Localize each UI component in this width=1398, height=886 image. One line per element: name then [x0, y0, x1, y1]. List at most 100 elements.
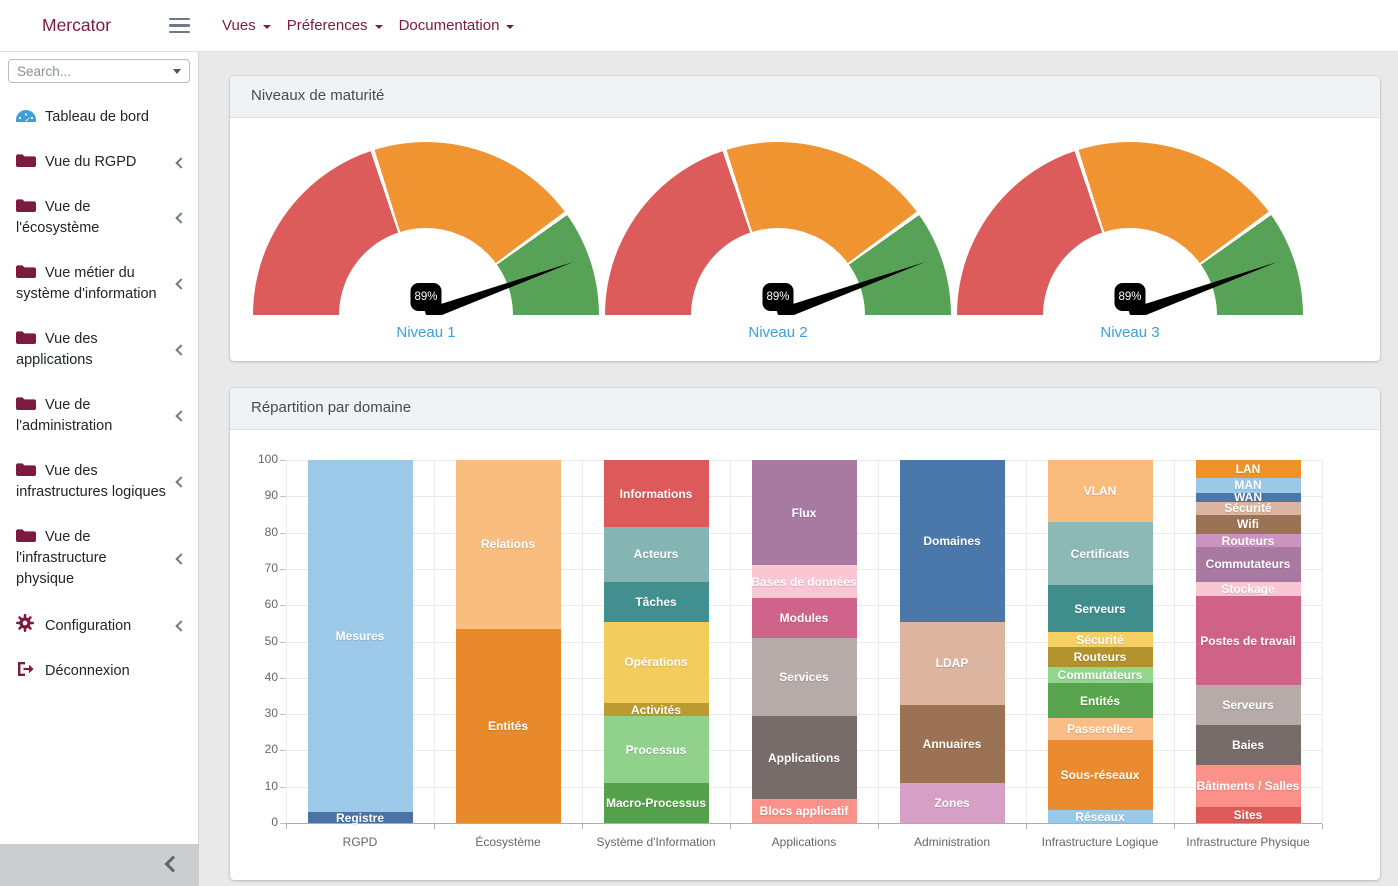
folder-icon [16, 396, 36, 411]
sidebar-item-vue-des-applications[interactable]: Vue des applications [0, 317, 198, 383]
menu-preferences[interactable]: Préferences [287, 17, 383, 34]
bar-segment-label: Postes de travail [1200, 633, 1296, 648]
chevron-left-icon [175, 552, 187, 565]
bar-segment-infrastructure-physique-batiments-salles[interactable]: Bâtiments / Salles [1195, 764, 1301, 807]
y-tick-mark [280, 714, 286, 716]
bar-segment-rgpd-mesures[interactable]: Mesures [307, 460, 413, 813]
sidebar-item-vue-metier-du-systeme-d-information[interactable]: Vue métier du système d'information [0, 251, 198, 317]
bar-segment-label: Routeurs [1221, 533, 1275, 548]
bar-segment-infrastructure-logique-certificats[interactable]: Certificats [1047, 521, 1153, 586]
bar-segment-systeme-d-information-operations[interactable]: Opérations [603, 621, 709, 704]
bar-segment-infrastructure-physique-sites[interactable]: Sites [1195, 806, 1301, 823]
bar-segment-label: Registre [335, 810, 385, 825]
bar-segment-infrastructure-logique-entites[interactable]: Entités [1047, 683, 1153, 718]
x-tick-mark [730, 824, 731, 829]
search-input[interactable] [8, 59, 190, 83]
bar-segment-administration-ldap[interactable]: LDAP [899, 621, 1005, 706]
bar-segment-infrastructure-logique-securite[interactable]: Sécurité [1047, 632, 1153, 647]
bar-segment-label: Modules [779, 610, 829, 625]
gauge-chart[interactable]: 89% [253, 142, 599, 315]
bar-segment-infrastructure-logique-commutateurs[interactable]: Commutateurs [1047, 666, 1153, 684]
bar-segment-systeme-d-information-macro-processus[interactable]: Macro-Processus [603, 783, 709, 823]
bar-segment-systeme-d-information-acteurs[interactable]: Acteurs [603, 527, 709, 582]
x-tick-mark [434, 824, 435, 829]
app-brand[interactable]: Mercator [42, 15, 112, 35]
bar-segment-infrastructure-physique-man[interactable]: MAN [1195, 478, 1301, 493]
bar-segment-infrastructure-logique-vlan[interactable]: VLAN [1047, 460, 1153, 522]
menu-vues[interactable]: Vues [222, 17, 271, 34]
bar-segment-infrastructure-logique-reseaux[interactable]: Réseaux [1047, 810, 1153, 824]
bar-segment-infrastructure-logique-passerelles[interactable]: Passerelles [1047, 717, 1153, 740]
sidebar-collapse-strip[interactable] [0, 844, 199, 886]
bar-segment-label: Tâches [635, 594, 677, 609]
bar-segment-administration-zones[interactable]: Zones [899, 783, 1005, 823]
hamburger-menu-icon[interactable] [169, 17, 191, 34]
bar-segment-infrastructure-physique-securite[interactable]: Sécurité [1195, 501, 1301, 515]
bar-segment-systeme-d-information-taches[interactable]: Tâches [603, 581, 709, 622]
y-tick-mark [280, 641, 286, 643]
menu-documentation[interactable]: Documentation [399, 17, 515, 34]
bar-segment-infrastructure-physique-baies[interactable]: Baies [1195, 725, 1301, 765]
bar-segment-ecosysteme-relations[interactable]: Relations [455, 460, 561, 629]
sidebar-item-vue-de-l-infrastructure-physique[interactable]: Vue de l'infrastructure physique [0, 515, 198, 602]
bar-segment-applications-modules[interactable]: Modules [751, 597, 857, 638]
sidebar-item-deconnexion[interactable]: Déconnexion [0, 649, 198, 694]
bar-segment-infrastructure-logique-serveurs[interactable]: Serveurs [1047, 585, 1153, 633]
bar-segment-label: Bâtiments / Salles [1196, 778, 1300, 793]
gridline [582, 460, 583, 823]
bar-segment-label: Zones [934, 796, 970, 811]
bar-segment-ecosysteme-entites[interactable]: Entités [455, 628, 561, 823]
bar-segment-label: Baies [1231, 737, 1265, 752]
chevron-left-icon [175, 212, 187, 224]
folder-icon [16, 264, 36, 279]
bar-segment-rgpd-registre[interactable]: Registre [307, 810, 413, 825]
y-tick-label: 70 [264, 560, 278, 575]
gauge-chart[interactable]: 89% [605, 142, 951, 315]
bar-segment-infrastructure-physique-serveurs[interactable]: Serveurs [1195, 685, 1301, 726]
bar-segment-applications-applications[interactable]: Applications [751, 715, 857, 800]
y-tick-mark [280, 568, 286, 570]
sidebar-item-vue-du-rgpd[interactable]: Vue du RGPD [0, 140, 198, 185]
bar-segment-administration-domaines[interactable]: Domaines [899, 460, 1005, 622]
bar-segment-label: Processus [625, 742, 687, 757]
bar-segment-infrastructure-logique-routeurs[interactable]: Routeurs [1047, 646, 1153, 667]
sidebar-item-vue-de-l-administration[interactable]: Vue de l'administration [0, 383, 198, 449]
y-tick-label: 40 [264, 669, 278, 684]
y-tick-mark [280, 823, 286, 824]
x-tick-mark [878, 824, 879, 829]
bar-segment-administration-annuaires[interactable]: Annuaires [899, 705, 1005, 784]
bar-segment-infrastructure-physique-routeurs[interactable]: Routeurs [1195, 533, 1301, 548]
bar-segment-applications-services[interactable]: Services [751, 637, 857, 716]
bar-segment-infrastructure-physique-postes-de-travail[interactable]: Postes de travail [1195, 596, 1301, 686]
gauge-chart[interactable]: 89% [957, 142, 1303, 315]
bar-segment-infrastructure-physique-commutateurs[interactable]: Commutateurs [1195, 547, 1301, 582]
bar-segment-applications-blocs-applicatif[interactable]: Blocs applicatif [751, 799, 857, 823]
chevron-left-icon [175, 156, 187, 169]
card-domain-distribution: Répartition par domaine Registre Mesures E… [230, 388, 1380, 880]
sidebar-item-vue-de-l-ecosysteme[interactable]: Vue de l'écosystème [0, 185, 198, 251]
y-tick-label: 30 [264, 706, 278, 721]
bar-segment-systeme-d-information-activites[interactable]: Activités [603, 703, 709, 717]
bar-segment-label: Mesures [335, 629, 385, 644]
bar-segment-systeme-d-information-informations[interactable]: Informations [603, 460, 709, 528]
bar-segment-infrastructure-physique-lan[interactable]: LAN [1195, 460, 1301, 479]
bar-segment-label: Macro-Processus [605, 796, 707, 811]
sidebar-item-configuration[interactable]: Configuration [0, 602, 198, 649]
bar-segment-label: Bases de données [751, 574, 857, 589]
x-tick-mark [1026, 824, 1027, 829]
y-tick-label: 100 [257, 452, 278, 466]
bar-segment-label: Applications [767, 750, 841, 765]
sidebar-item-label: Vue des infrastructures logiques [16, 463, 166, 500]
bar-segment-applications-bases-de-donnees[interactable]: Bases de données [751, 565, 857, 598]
sidebar-item-vue-des-infrastructures-logiques[interactable]: Vue des infrastructures logiques [0, 449, 198, 515]
bar-segment-applications-flux[interactable]: Flux [751, 460, 857, 566]
bar-segment-infrastructure-physique-stockage[interactable]: Stockage [1195, 581, 1301, 597]
bar-segment-systeme-d-information-processus[interactable]: Processus [603, 715, 709, 784]
bar-segment-infrastructure-logique-sous-reseaux[interactable]: Sous-réseaux [1047, 739, 1153, 811]
gauge-label: Niveau 3 [1100, 324, 1160, 341]
bar-segment-infrastructure-physique-wan[interactable]: WAN [1195, 490, 1301, 504]
sidebar-item-tableau-de-bord[interactable]: Tableau de bord [0, 95, 198, 140]
y-tick-mark [280, 677, 286, 679]
bar-segment-infrastructure-physique-wifi[interactable]: Wifi [1195, 514, 1301, 535]
sidebar-item-label: Vue de l'infrastructure physique [16, 529, 107, 587]
